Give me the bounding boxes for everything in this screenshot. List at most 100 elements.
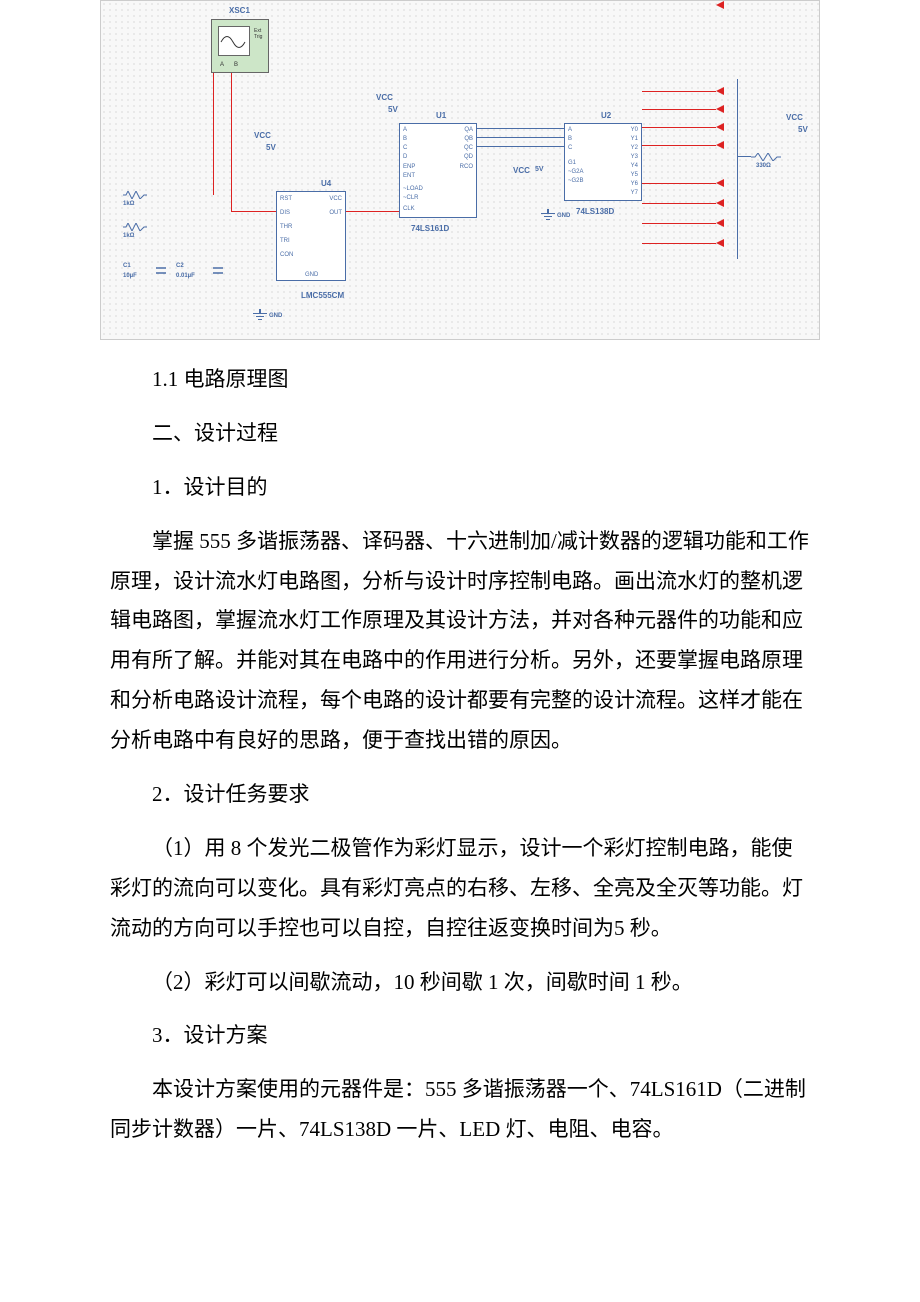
counter-pin-load: ~LOAD [403,186,423,192]
wire-555-out [346,211,399,212]
timer-pin-tri: TRI [280,238,290,244]
led-5 [716,179,724,187]
wire-scope-b-h [231,211,276,212]
gnd-label-1: GND [269,313,282,319]
figure-caption: 1.1 电路原理图 [110,360,810,400]
cap-c1-symbol [156,263,166,284]
vcc-5v-1: 5V [266,143,276,152]
vcc-5v-4: 5V [798,125,808,134]
decoder-part-label: 74LS138D [576,207,614,216]
led-8 [716,239,724,247]
decoder-74ls138: A B C G1 ~G2A ~G2B Y0 Y1 Y2 Y3 Y4 Y5 Y6 … [564,123,642,201]
cap-c1-ref: C1 [123,263,131,269]
counter-pin-qa: QA [464,127,473,133]
decoder-pin-g1: G1 [568,160,576,166]
scope-ref-label: XSC1 [229,6,250,15]
timer-pin-dis: DIS [280,210,290,216]
decoder-pin-g2a: ~G2A [568,169,584,175]
counter-part-label: 74LS161D [411,224,449,233]
led-7 [716,219,724,227]
decoder-pin-g2b: ~G2B [568,178,584,184]
wire-led-7 [642,223,716,224]
circuit-diagram: XSC1 Ext Trig A B VCC 5V VCC 5V VCC 5V V… [100,0,820,340]
subsection-1-body: 掌握 555 多谐振荡器、译码器、十六进制加/减计数器的逻辑功能和工作原理，设计… [110,522,810,761]
counter-pin-qc: QC [464,145,473,151]
counter-pin-b: B [403,136,407,142]
vcc-5v-2: 5V [388,105,398,114]
led-4 [716,141,724,149]
timer-ref-label: U4 [321,179,331,188]
timer-pin-con: CON [280,252,293,258]
counter-ref-label: U1 [436,111,446,120]
vcc-label-1: VCC [254,131,271,140]
scope-port-a: A [220,62,224,68]
counter-pin-enp: ENP [403,164,415,170]
led-2 [716,105,724,113]
counter-pin-c: C [403,145,407,151]
vcc-5v-3: 5V [535,166,544,173]
cap-c1-val: 10µF [123,273,137,279]
led-3 [716,123,724,131]
counter-pin-clk: CLK [403,206,415,212]
decoder-pin-y1: Y1 [631,136,638,142]
timer-pin-thr: THR [280,224,292,230]
timer-555: RST DIS THR TRI CON VCC OUT GND [276,191,346,281]
wire-scope-b [231,73,232,211]
decoder-pin-b: B [568,136,572,142]
decoder-pin-a: A [568,127,572,133]
counter-pin-qd: QD [464,154,473,160]
wire-qb [477,137,564,138]
wire-led-bus-h [737,156,751,157]
decoder-pin-y7: Y7 [631,190,638,196]
resistor-r1-label: 1kΩ [123,201,134,207]
gnd-label-2: GND [557,213,570,219]
vcc-label-3: VCC [513,166,530,175]
decoder-pin-y6: Y6 [631,181,638,187]
scope-ext-trig: Ext Trig [254,28,268,40]
gnd-1 [253,309,267,319]
wire-led-bus [737,79,738,259]
wire-scope-a [213,73,214,195]
timer-pin-gnd: GND [305,272,318,278]
counter-74ls161: A B C D ENP ENT ~LOAD ~CLR CLK QA QB QC … [399,123,477,218]
scope-screen [218,26,250,56]
timer-pin-rst: RST [280,196,292,202]
wire-qc [477,146,564,147]
subsection-3-body: 本设计方案使用的元器件是：555 多谐振荡器一个、74LS161D（二进制同步计… [110,1070,810,1150]
decoder-pin-c: C [568,145,572,151]
resistor-r2-label: 1kΩ [123,233,134,239]
vcc-label-4: VCC [786,113,803,122]
resistor-led-label: 330Ω [756,163,771,169]
subsection-3-title: 3．设计方案 [110,1016,810,1056]
decoder-pin-y4: Y4 [631,163,638,169]
resistor-led [751,153,781,161]
counter-pin-a: A [403,127,407,133]
subsection-1-title: 1．设计目的 [110,468,810,508]
wire-led-3 [642,127,716,128]
subsection-2-item-1: （1）用 8 个发光二极管作为彩灯显示，设计一个彩灯控制电路，能使彩灯的流向可以… [110,829,810,949]
counter-pin-rco: RCO [460,164,473,170]
cap-c2-val: 0.01µF [176,273,195,279]
counter-pin-d: D [403,154,407,160]
gnd-2 [541,209,555,219]
led-4b [716,1,724,9]
wire-led-1 [642,91,716,92]
counter-pin-ent: ENT [403,173,415,179]
timer-pin-vcc: VCC [329,196,342,202]
decoder-pin-y3: Y3 [631,154,638,160]
led-6 [716,199,724,207]
wire-led-8 [642,243,716,244]
wire-qa [477,128,564,129]
wire-led-4 [642,145,716,146]
cap-c2-symbol [213,263,223,284]
wire-led-5 [642,183,716,184]
wire-led-6 [642,203,716,204]
resistor-r2 [123,223,147,231]
vcc-label-2: VCC [376,93,393,102]
scope-port-b: B [234,62,238,68]
timer-pin-out: OUT [329,210,342,216]
decoder-pin-y2: Y2 [631,145,638,151]
decoder-ref-label: U2 [601,111,611,120]
resistor-r1 [123,191,147,199]
subsection-2-item-2: （2）彩灯可以间歇流动，10 秒间歇 1 次，间歇时间 1 秒。 [110,963,810,1003]
